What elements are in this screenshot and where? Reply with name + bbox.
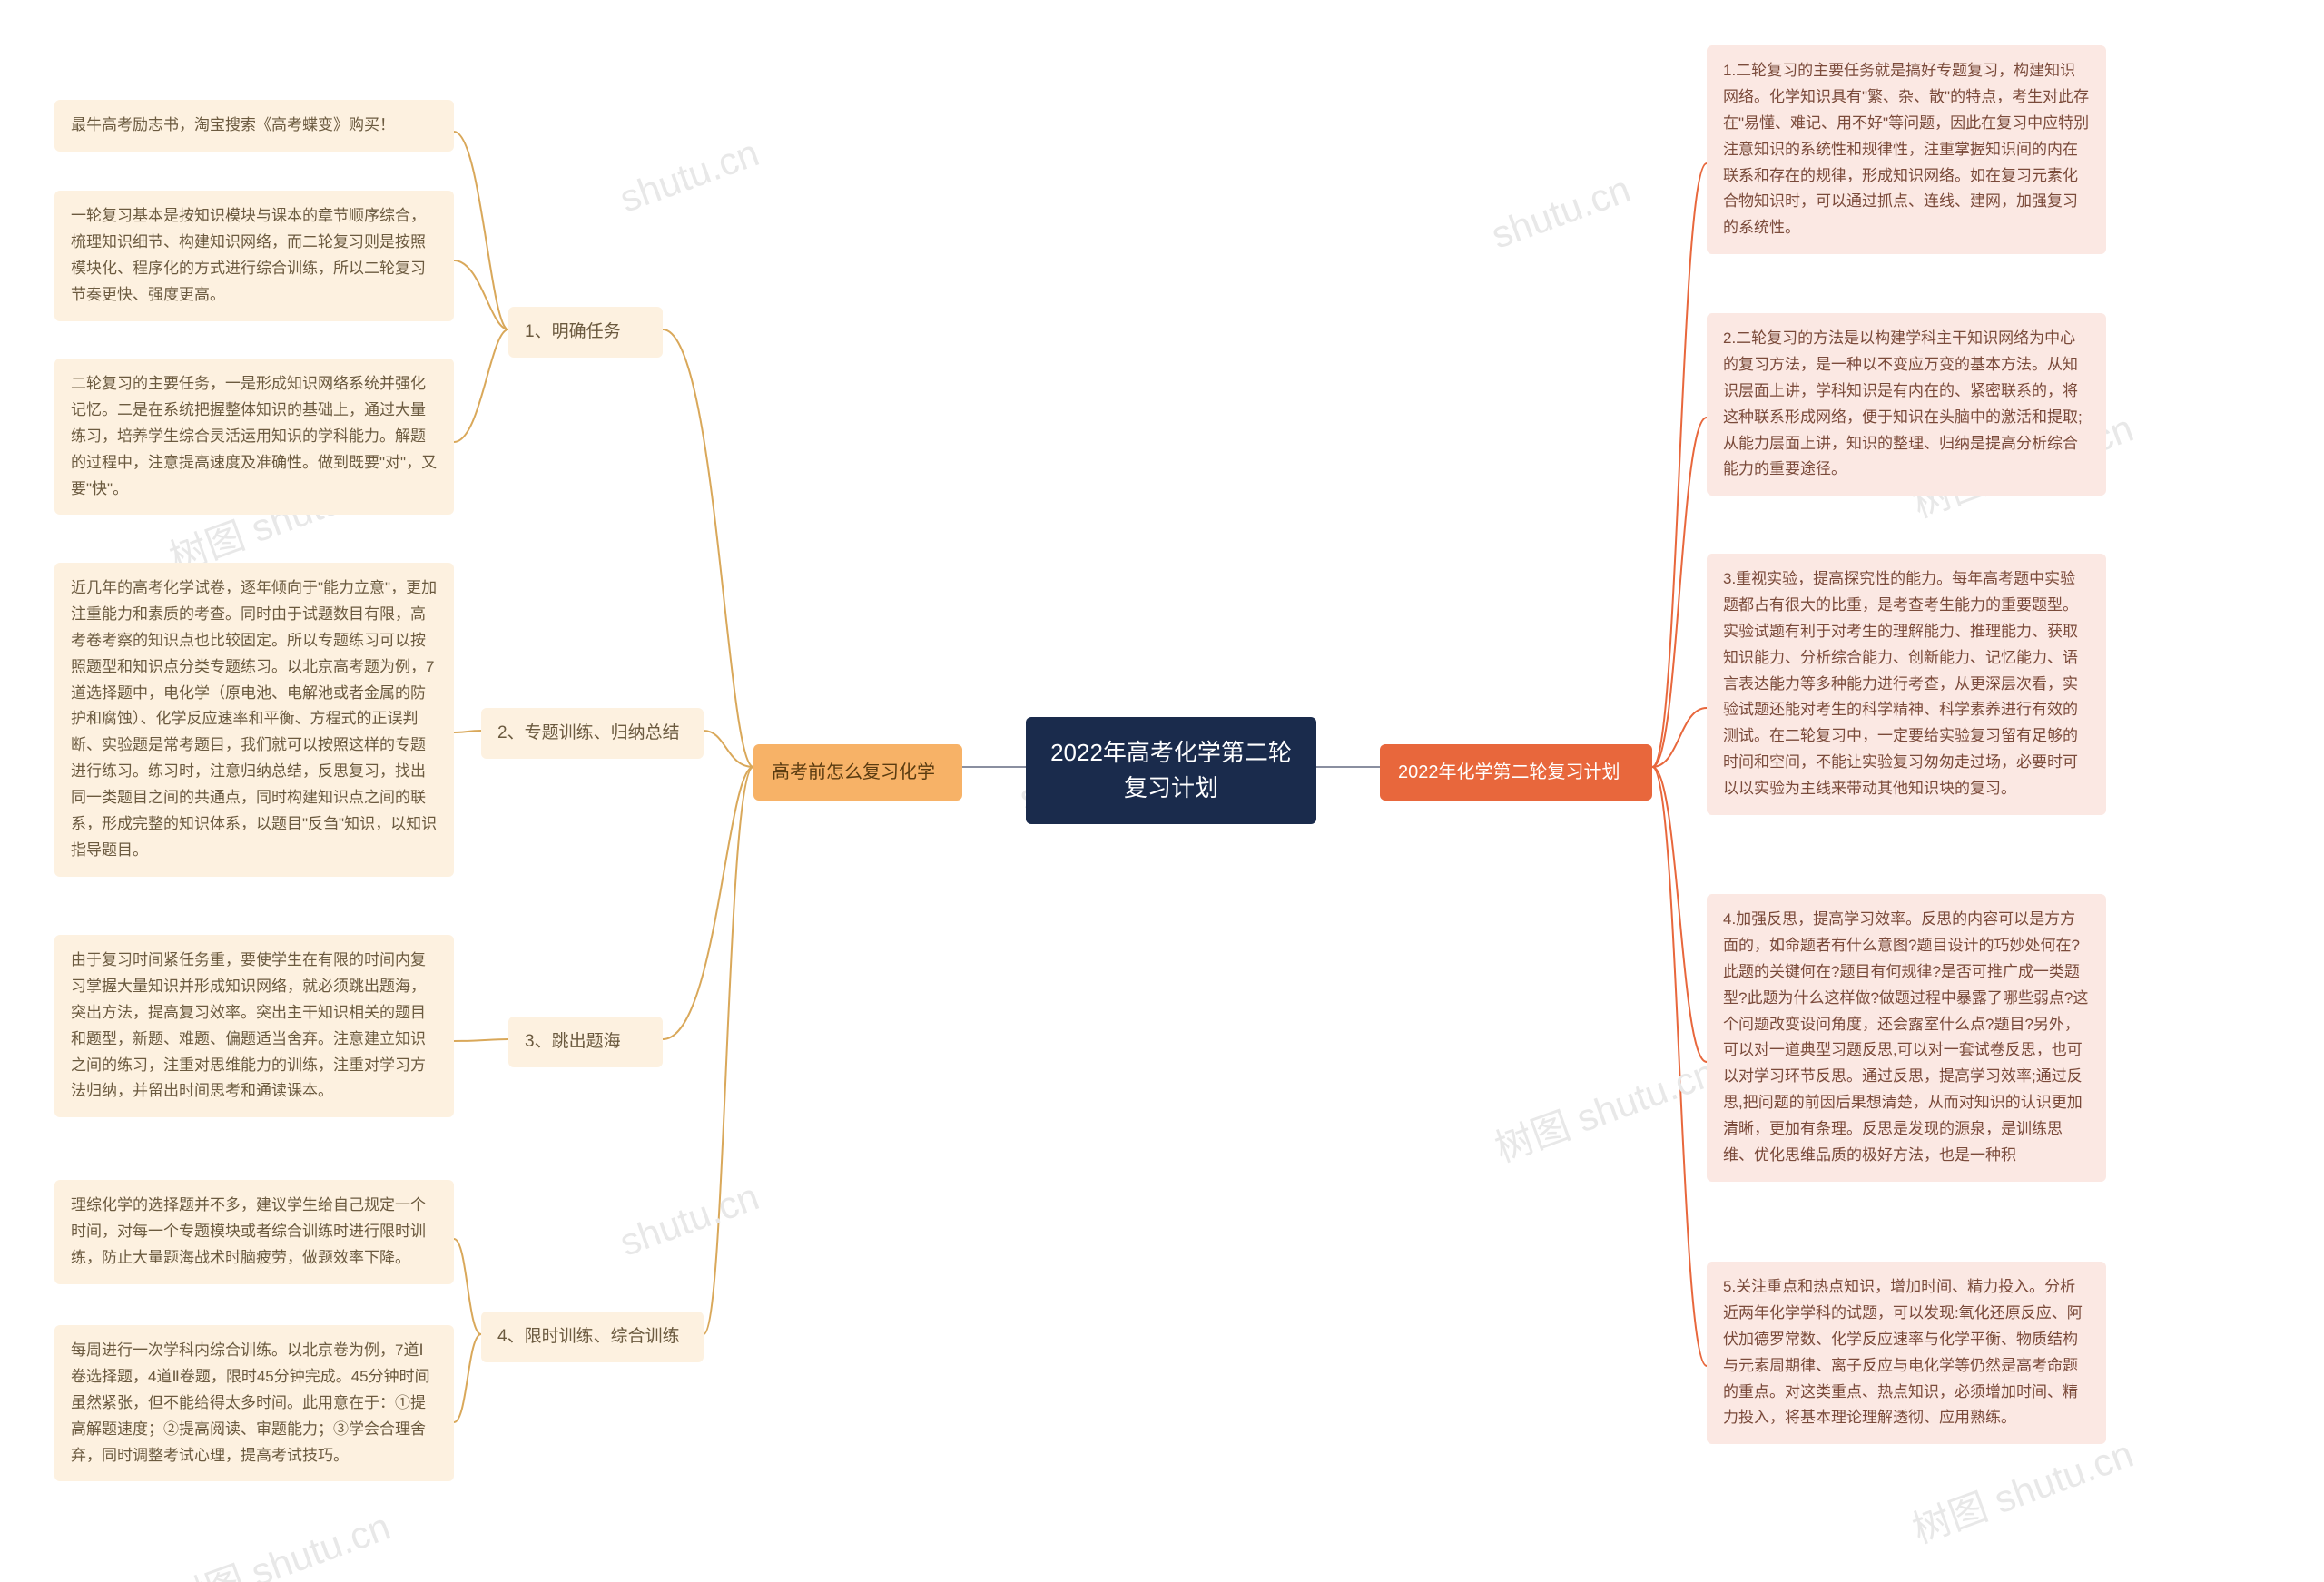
- leaf-left[interactable]: 最牛高考励志书，淘宝搜索《高考蝶变》购买！: [54, 100, 454, 152]
- leaf-right[interactable]: 4.加强反思，提高学习效率。反思的内容可以是方方面的，如命题者有什么意图?题目设…: [1707, 894, 2106, 1182]
- branch-left[interactable]: 高考前怎么复习化学: [753, 744, 962, 801]
- sub-left-3[interactable]: 3、跳出题海: [508, 1017, 663, 1067]
- leaf-left[interactable]: 每周进行一次学科内综合训练。以北京卷为例，7道Ⅰ卷选择题，4道Ⅱ卷题，限时45分…: [54, 1325, 454, 1481]
- sub-left-4[interactable]: 4、限时训练、综合训练: [481, 1312, 704, 1362]
- leaf-left[interactable]: 一轮复习基本是按知识模块与课本的章节顺序综合，梳理知识细节、构建知识网络，而二轮…: [54, 191, 454, 321]
- watermark: shutu.cn: [615, 131, 765, 221]
- sub-left-2[interactable]: 2、专题训练、归纳总结: [481, 708, 704, 759]
- watermark: shutu.cn: [615, 1174, 765, 1264]
- leaf-left[interactable]: 由于复习时间紧任务重，要使学生在有限的时间内复习掌握大量知识并形成知识网络，就必…: [54, 935, 454, 1117]
- leaf-right[interactable]: 5.关注重点和热点知识，增加时间、精力投入。分析近两年化学学科的试题，可以发现:…: [1707, 1262, 2106, 1444]
- leaf-left[interactable]: 近几年的高考化学试卷，逐年倾向于"能力立意"，更加注重能力和素质的考查。同时由于…: [54, 563, 454, 877]
- leaf-right[interactable]: 2.二轮复习的方法是以构建学科主干知识网络为中心的复习方法，是一种以不变应万变的…: [1707, 313, 2106, 496]
- watermark: 树图 shutu.cn: [1486, 1042, 1722, 1173]
- leaf-right[interactable]: 3.重视实验，提高探究性的能力。每年高考题中实验题都占有很大的比重，是考查考生能…: [1707, 554, 2106, 815]
- leaf-left[interactable]: 理综化学的选择题并不多，建议学生给自己规定一个时间，对每一个专题模块或者综合训练…: [54, 1180, 454, 1284]
- sub-left-1[interactable]: 1、明确任务: [508, 307, 663, 358]
- leaf-left[interactable]: 二轮复习的主要任务，一是形成知识网络系统并强化记忆。二是在系统把握整体知识的基础…: [54, 359, 454, 515]
- watermark: 树图 shutu.cn: [161, 1496, 397, 1582]
- mindmap-center[interactable]: 2022年高考化学第二轮复习计划: [1026, 717, 1316, 824]
- leaf-right[interactable]: 1.二轮复习的主要任务就是搞好专题复习，构建知识网络。化学知识具有"繁、杂、散"…: [1707, 45, 2106, 254]
- branch-right[interactable]: 2022年化学第二轮复习计划: [1380, 744, 1652, 801]
- watermark: shutu.cn: [1486, 167, 1637, 257]
